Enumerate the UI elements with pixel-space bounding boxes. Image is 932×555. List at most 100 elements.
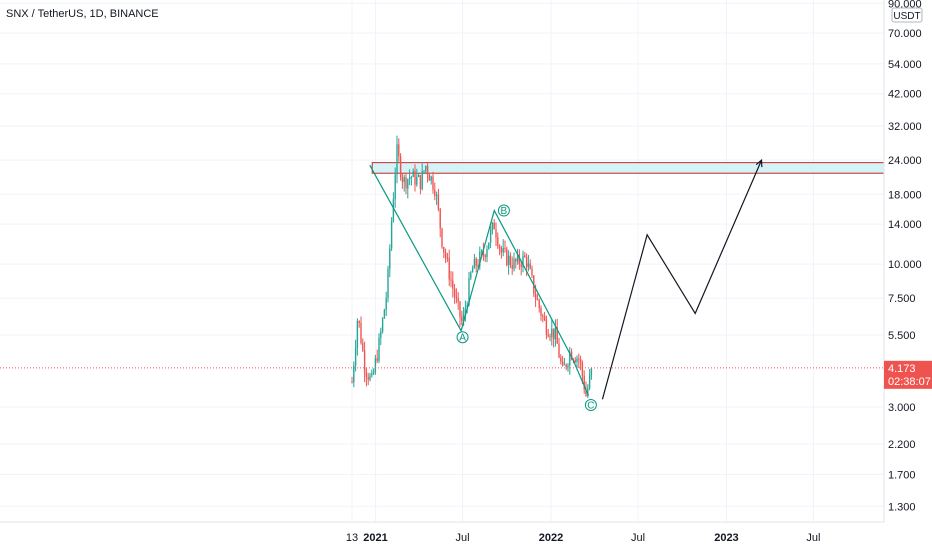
time-axis[interactable]	[0, 523, 884, 550]
wave-label-circle	[584, 399, 597, 412]
candle-body	[561, 361, 564, 366]
candle-body	[516, 254, 519, 262]
candle-body	[552, 328, 555, 340]
candle-body	[479, 252, 481, 267]
candle-body	[549, 336, 551, 338]
candle-body	[444, 252, 447, 258]
candle-body	[367, 376, 369, 380]
candle-body	[515, 258, 517, 262]
time-tick-label: Jul	[806, 532, 820, 544]
wave-label-text: B	[501, 206, 508, 217]
candle-body	[468, 278, 470, 305]
candle-body	[565, 364, 567, 367]
candle-body	[398, 144, 400, 157]
candle-body	[432, 176, 434, 190]
candle-body	[354, 347, 357, 366]
candle-body	[416, 176, 418, 185]
candle-body	[502, 247, 504, 253]
wave-pattern-line[interactable]	[369, 164, 590, 396]
candle-body	[428, 174, 431, 181]
candle-body	[439, 208, 441, 229]
candle-body	[410, 176, 413, 178]
candle-body	[453, 288, 456, 297]
currency-label: USDT	[893, 11, 920, 22]
candle-body	[376, 358, 378, 361]
candle-body	[473, 258, 476, 269]
candle-body	[500, 247, 503, 253]
wave-label-a[interactable]: A	[456, 331, 469, 344]
candle-body	[491, 222, 494, 231]
candle-body	[587, 388, 589, 396]
candle-body	[475, 258, 477, 266]
candle-body	[488, 242, 490, 250]
candle-body	[493, 222, 495, 230]
candle-body	[390, 221, 393, 249]
candle-body	[525, 256, 528, 267]
projection-path[interactable]	[601, 159, 763, 400]
candle-body	[518, 254, 521, 265]
time-tick-label: Jul	[631, 532, 645, 544]
candle-body	[437, 194, 440, 209]
candle-body	[507, 255, 510, 266]
candle-body	[381, 318, 384, 332]
candle-body	[356, 321, 359, 348]
candle-body	[567, 365, 569, 367]
price-tick-label: 90.000	[888, 0, 922, 10]
candle-body	[470, 272, 472, 279]
candle-body	[371, 373, 373, 376]
candle-body	[434, 189, 436, 196]
candle-body	[450, 279, 452, 281]
price-tick-label: 70.000	[888, 28, 922, 40]
candle-body	[471, 268, 474, 273]
candle-body	[399, 156, 402, 178]
candle-body	[540, 307, 542, 316]
candle-body	[462, 314, 465, 322]
candle-body	[426, 166, 429, 175]
candle-body	[358, 321, 360, 323]
candle-body	[524, 255, 526, 257]
candle-body	[412, 170, 414, 177]
candle-body	[495, 229, 497, 238]
wave-label-b[interactable]: B	[497, 204, 510, 217]
candle-body	[446, 257, 449, 259]
candle-body	[563, 364, 566, 366]
price-axis[interactable]	[884, 0, 932, 550]
candle-body	[574, 360, 576, 363]
candle-body	[378, 337, 380, 361]
candle-body	[477, 265, 479, 267]
candle-body	[536, 298, 539, 301]
candle-body	[590, 368, 593, 376]
candle-body	[421, 171, 423, 189]
candle-body	[435, 194, 438, 196]
current-price-tag[interactable]	[884, 360, 932, 389]
candle-body	[401, 177, 404, 182]
candle-body	[385, 298, 387, 310]
candle-body	[509, 255, 512, 266]
candle-body	[430, 176, 432, 181]
candle-body	[414, 170, 416, 185]
wave-label-circle	[456, 331, 469, 344]
price-tick-label: 3.000	[888, 402, 916, 414]
price-tick-label: 54.000	[888, 59, 922, 71]
candle-body	[372, 371, 375, 374]
candle-body	[531, 268, 533, 276]
candle-body	[396, 144, 398, 175]
price-tick-label: 7.500	[888, 293, 916, 305]
candle-body	[489, 230, 492, 243]
currency-badge[interactable]	[891, 7, 923, 23]
resistance-zone[interactable]	[371, 162, 885, 174]
candle-body	[497, 237, 499, 247]
candle-body	[547, 334, 549, 337]
wave-label-c[interactable]: C	[584, 399, 597, 412]
candle-body	[542, 315, 544, 317]
chart-title: SNX / TetherUS, 1D, BINANCE	[6, 8, 159, 20]
candle-body	[389, 248, 391, 269]
candle-body	[417, 175, 420, 177]
candle-body	[576, 358, 578, 363]
candle-body	[558, 343, 560, 358]
candle-body	[513, 258, 515, 269]
candle-body	[353, 365, 355, 383]
candle-body	[545, 320, 548, 335]
